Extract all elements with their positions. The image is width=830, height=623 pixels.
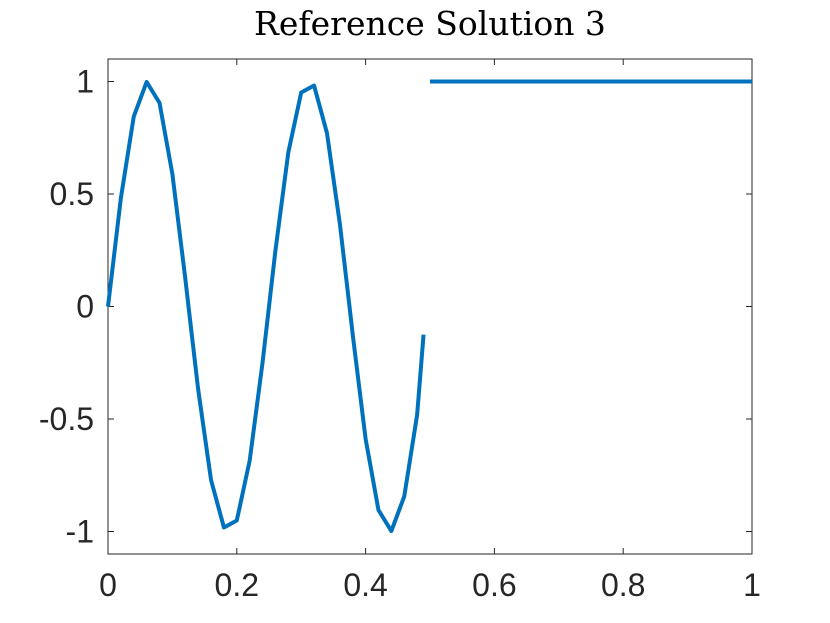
axis-ticks: 0 0.2 0.4 0.6 0.8 1 -1 -0.5 0 0.5 1 xyxy=(39,59,761,603)
x-tick-label: 1 xyxy=(743,567,761,603)
series-group xyxy=(106,79,752,534)
y-tick-label: 0 xyxy=(76,289,94,325)
x-tick-label: 0 xyxy=(99,567,117,603)
y-tick-label: 1 xyxy=(76,64,94,100)
x-tick-label: 0.4 xyxy=(343,567,387,603)
x-tick-label: 0.8 xyxy=(601,567,645,603)
plot-area xyxy=(107,58,753,555)
y-tick-label: 0.5 xyxy=(50,176,94,212)
y-tick-label: -1 xyxy=(66,514,94,550)
sine-segment-line xyxy=(106,79,426,534)
y-tick-label: -0.5 xyxy=(39,401,94,437)
chart-title: Reference Solution 3 xyxy=(254,4,606,43)
x-tick-label: 0.6 xyxy=(472,567,516,603)
x-tick-label: 0.2 xyxy=(215,567,259,603)
